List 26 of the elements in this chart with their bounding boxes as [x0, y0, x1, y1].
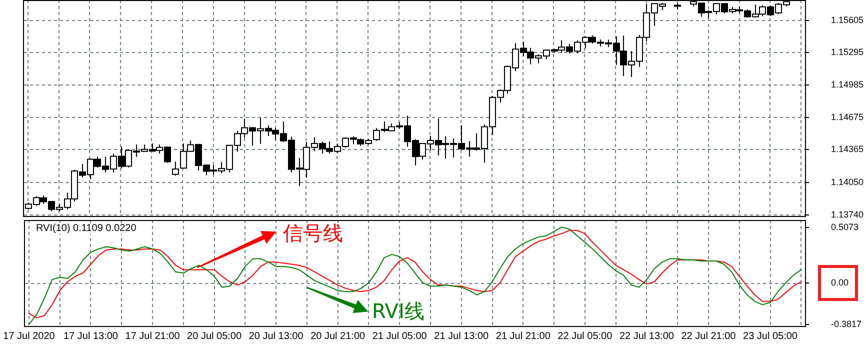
y-tick-label: 0.5073 — [831, 222, 859, 232]
x-tick-label: 23 Jul 05:00 — [743, 330, 798, 342]
x-tick-label: 17 Jul 21:00 — [125, 330, 180, 342]
y-tick-label: 0.00 — [831, 277, 849, 288]
x-tick-label: 21 Jul 13:00 — [434, 330, 490, 342]
x-tick-label: 21 Jul 21:00 — [496, 330, 551, 342]
y-tick-label: 1.15295 — [831, 47, 864, 58]
x-tick-label: 17 Jul 13:00 — [63, 330, 118, 342]
x-tick-label: 20 Jul 13:00 — [248, 330, 304, 342]
x-tick-label: 17 Jul 2020 — [3, 330, 56, 342]
x-tick-label: 22 Jul 21:00 — [681, 330, 736, 342]
series-label: 信号线 — [283, 221, 343, 245]
legend-label: RVI线 — [372, 299, 424, 323]
x-tick-label: 20 Jul 05:00 — [187, 330, 242, 342]
y-tick-label: 1.14050 — [831, 177, 864, 188]
y-tick-label: 1.15605 — [831, 14, 864, 25]
x-tick-label: 21 Jul 05:00 — [372, 330, 428, 342]
y-tick-label: -0.3817 — [831, 319, 862, 330]
y-tick-label: 1.14675 — [831, 112, 864, 122]
y-tick-label: 1.14365 — [831, 144, 864, 154]
x-tick-label: 22 Jul 05:00 — [558, 330, 613, 342]
x-tick-label: 20 Jul 21:00 — [310, 330, 366, 342]
annotation: RVI(10) 0.1109 0.0220 — [34, 223, 138, 234]
y-tick-label: 1.13740 — [831, 209, 864, 220]
x-tick-label: 22 Jul 13:00 — [619, 330, 674, 342]
y-tick-label: 1.14985 — [831, 80, 864, 90]
